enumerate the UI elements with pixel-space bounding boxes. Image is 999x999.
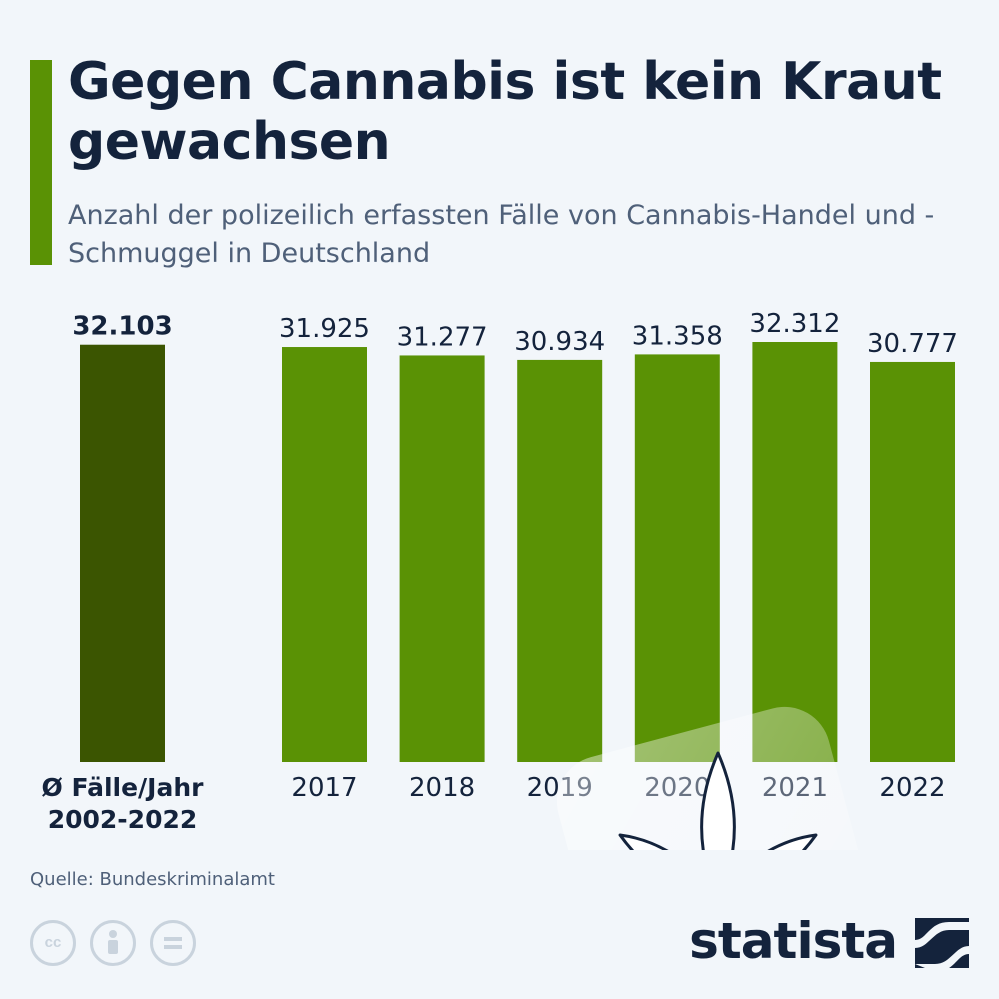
category-label-2018: 2018 — [409, 773, 475, 803]
statista-logo[interactable]: statista — [689, 912, 969, 972]
title-accent-bar — [30, 60, 52, 265]
bar-chart: 32.103 Ø Fälle/Jahr 2002-2022 31.925 2017 31.… — [42, 309, 958, 850]
statista-logo-icon — [915, 918, 969, 968]
bar-2020 — [634, 354, 720, 762]
attribution-icon[interactable] — [90, 920, 136, 966]
chart-subtitle: Anzahl der polizeilich erfassten Fälle v… — [68, 200, 935, 269]
value-label-2021: 32.312 — [749, 309, 840, 339]
value-label-2017: 31.925 — [279, 314, 370, 344]
brand-name: statista — [689, 912, 898, 970]
category-label-average: Ø Fälle/Jahr — [42, 773, 205, 802]
chart-title: Gegen Cannabis ist kein Kraut gewachsen — [68, 52, 942, 172]
value-label-2019: 30.934 — [514, 327, 605, 357]
value-label-2022: 30.777 — [867, 329, 958, 359]
value-label-2018: 31.277 — [397, 322, 488, 352]
category-label-2022: 2022 — [879, 773, 945, 803]
value-label-average: 32.103 — [72, 312, 172, 342]
bar-2019 — [517, 359, 603, 762]
bar-average — [80, 344, 165, 762]
category-label-2017: 2017 — [291, 773, 357, 803]
cc-icon[interactable]: cc — [30, 920, 76, 966]
bar-2018 — [399, 355, 485, 762]
value-label-2020: 31.358 — [632, 321, 723, 351]
bar-2017 — [282, 347, 367, 762]
cannabis-leaf-icon — [556, 706, 880, 850]
bar-2021 — [752, 342, 838, 762]
bar-2022 — [870, 361, 955, 762]
category-label-average-period: 2002-2022 — [48, 805, 198, 834]
no-derivatives-icon[interactable] — [150, 920, 196, 966]
source-note: Quelle: Bundeskriminalamt — [30, 869, 275, 890]
